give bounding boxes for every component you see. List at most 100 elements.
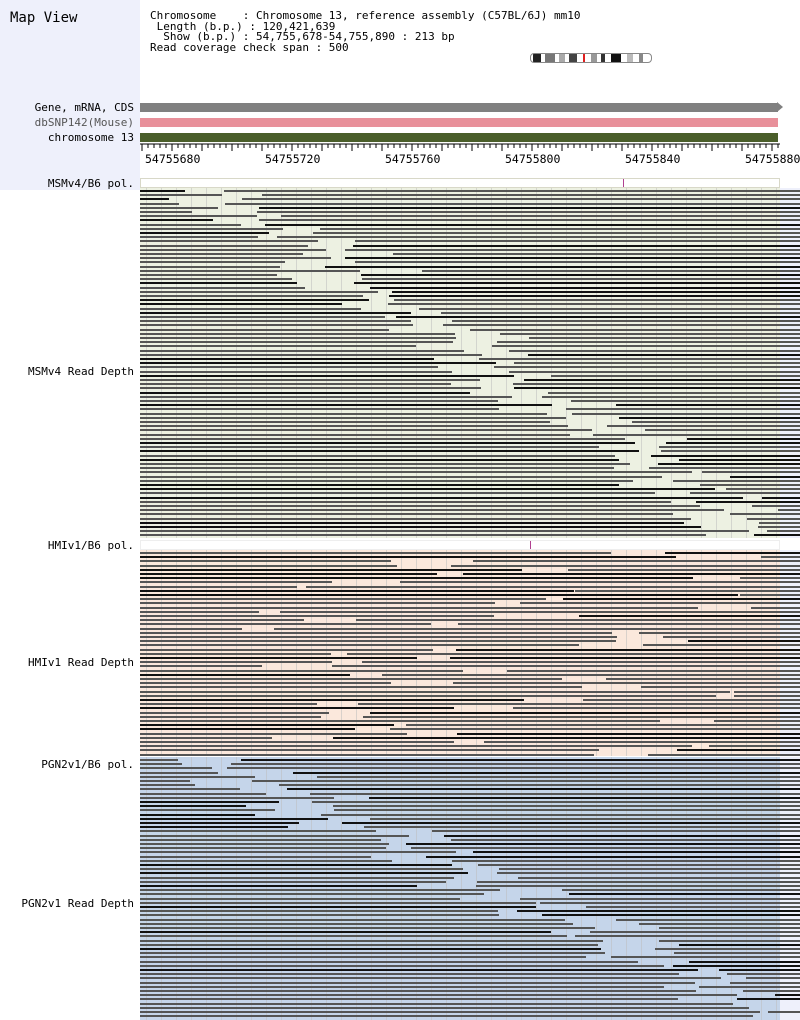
sequence-read	[140, 598, 546, 601]
sequence-read	[140, 412, 547, 415]
sequence-read	[140, 416, 566, 419]
hmi-read-panel[interactable]	[140, 550, 800, 756]
sequence-read	[140, 964, 664, 967]
sequence-read	[639, 922, 800, 925]
sequence-read	[140, 328, 389, 331]
sequence-read	[140, 657, 417, 659]
sequence-read	[673, 964, 800, 967]
sequence-read	[140, 320, 411, 323]
sequence-read	[140, 286, 305, 289]
sequence-read	[140, 265, 280, 268]
sequence-read	[140, 763, 182, 766]
sequence-read	[702, 471, 800, 474]
sequence-read	[700, 484, 800, 486]
sequence-read	[140, 307, 361, 310]
sequence-read	[688, 640, 800, 643]
sequence-read	[342, 822, 800, 824]
sequence-read	[687, 437, 800, 440]
sequence-read	[492, 345, 800, 348]
sequence-read	[140, 843, 389, 845]
sequence-read	[140, 851, 456, 854]
sequence-read	[444, 834, 800, 837]
sequence-read	[140, 759, 178, 761]
sequence-read	[663, 636, 800, 638]
sequence-read	[140, 728, 355, 731]
sequence-read	[140, 471, 692, 474]
sequence-read	[514, 387, 800, 390]
sequence-read	[140, 475, 662, 478]
sequence-read	[542, 914, 800, 917]
sequence-read	[140, 838, 381, 841]
pgn-pol-label: PGN2v1/B6 pol.	[41, 758, 134, 771]
sequence-read	[140, 429, 592, 432]
chromosome-line: Chromosome : Chromosome 13, reference as…	[150, 9, 581, 22]
sequence-read	[242, 198, 800, 201]
sequence-read	[140, 530, 749, 533]
sequence-read	[140, 855, 371, 858]
sequence-read	[457, 732, 800, 735]
sequence-read	[140, 771, 218, 774]
chromosome-ideogram[interactable]	[530, 53, 652, 63]
sequence-read	[140, 194, 222, 197]
sequence-read	[665, 552, 800, 554]
sequence-read	[140, 400, 498, 402]
app-title: Map View	[10, 10, 78, 26]
msm-pol-track[interactable]	[140, 178, 780, 188]
sequence-read	[752, 505, 800, 507]
sequence-read	[666, 442, 800, 444]
chromosome-track-bar[interactable]	[140, 133, 778, 142]
sequence-read	[140, 922, 573, 925]
sequence-read	[699, 985, 800, 988]
sequence-read	[540, 901, 800, 904]
sequence-read	[590, 931, 800, 934]
sequence-read	[497, 341, 800, 344]
sequence-read	[140, 564, 397, 567]
sequence-read	[632, 421, 800, 423]
sequence-read	[140, 581, 332, 584]
sequence-read	[586, 906, 800, 908]
sequence-read	[140, 805, 246, 808]
sequence-read	[513, 707, 800, 710]
ruler-tick-label: 54755880	[745, 152, 800, 166]
sequence-read	[767, 530, 800, 533]
sequence-read	[140, 458, 619, 461]
sequence-read	[679, 943, 800, 946]
hmi-pol-track[interactable]	[140, 540, 780, 550]
sequence-read	[140, 198, 169, 201]
gene-track-bar[interactable]	[140, 103, 778, 112]
sequence-read	[140, 813, 255, 816]
sequence-read	[281, 215, 800, 218]
variant-marker	[530, 541, 531, 549]
sequence-read	[140, 261, 285, 264]
sequence-read	[451, 564, 800, 567]
track-label-dbsnp: dbSNP142(Mouse)	[34, 116, 134, 129]
sequence-read	[518, 876, 800, 879]
sequence-read	[140, 236, 258, 239]
variant-marker	[623, 179, 624, 187]
sequence-read	[140, 694, 716, 697]
sequence-read	[568, 568, 800, 571]
msm-read-panel[interactable]	[140, 188, 800, 538]
sequence-read	[140, 703, 317, 706]
sequence-read	[140, 724, 394, 727]
sequence-read	[140, 606, 698, 609]
pgn-read-panel[interactable]	[140, 757, 800, 1020]
sequence-read	[370, 286, 800, 289]
sequence-read	[406, 843, 800, 845]
sequence-read	[611, 956, 800, 959]
sequence-read	[140, 627, 242, 630]
sequence-read	[140, 450, 639, 453]
sequence-read	[140, 826, 288, 829]
dbsnp-track-bar[interactable]	[140, 118, 778, 127]
sequence-read	[140, 788, 240, 791]
sequence-read	[451, 838, 800, 841]
sequence-read	[140, 985, 664, 988]
sequence-read	[140, 433, 570, 436]
sequence-read	[140, 753, 594, 756]
sequence-read	[140, 952, 605, 955]
sequence-read	[520, 897, 800, 900]
sequence-read	[140, 488, 715, 491]
sequence-read	[140, 358, 434, 360]
sequence-read	[333, 736, 800, 739]
sequence-read	[140, 253, 303, 255]
